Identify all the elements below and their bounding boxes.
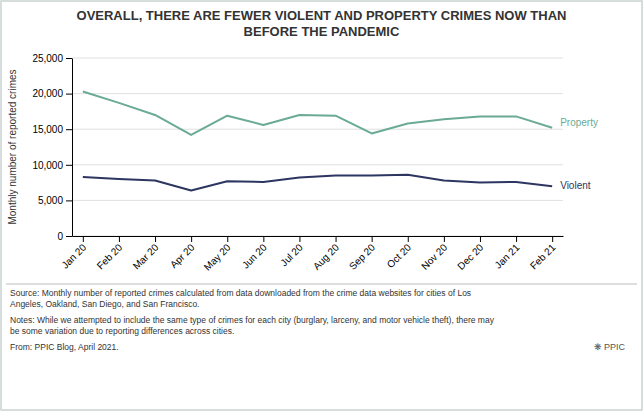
x-tick-mark [516,236,517,242]
y-tick-label: 0 [57,231,63,242]
y-tick-label: 20,000 [32,88,63,99]
x-axis-line [73,236,564,237]
x-tick-label: Jul 20 [278,241,305,268]
y-tick-label: 25,000 [32,53,63,64]
chart: OVERALL, THERE ARE FEWER VIOLENT AND PRO… [0,0,643,411]
y-tick: 15,000 [32,124,72,135]
grid [72,58,563,236]
annotation: Notes: While we attempted to include the… [10,315,495,336]
series-label: Violent [560,180,591,191]
y-tick-mark [66,165,72,166]
y-tick: 10,000 [32,160,72,171]
x-tick-mark [408,236,409,242]
x-tick-label: Oct 20 [385,241,414,270]
series-line [83,175,552,191]
y-tick-label: 5,000 [38,195,63,206]
x-tick-label: Sep 20 [347,241,377,271]
grid-line [72,129,563,130]
x-tick-label: Feb 21 [528,241,558,271]
annotation-line: Angeles, Oakland, San Diego, and San Fra… [10,299,199,309]
x-tick: Feb 20 [95,236,125,271]
x-tick-label: Dec 20 [455,241,485,271]
y-tick-mark [66,200,72,201]
x-tick-label: Mar 20 [131,241,161,271]
x-tick-label: Jun 20 [240,241,269,270]
y-tick-mark [66,58,72,59]
annotation-line: be some variation due to reporting diffe… [10,326,234,336]
y-tick: 0 [57,231,72,242]
title: OVERALL, THERE ARE FEWER VIOLENT AND PRO… [77,8,567,39]
x-tick-mark [444,236,445,242]
annotation-line: Notes: While we attempted to include the… [10,315,495,325]
figure-border [1,1,642,410]
x-tick: Jul 20 [278,236,305,268]
x-tick: Aug 20 [311,236,341,272]
x-tick: Apr 20 [168,236,197,270]
y-tick-label: 10,000 [32,160,63,171]
y-axis-line [72,59,73,237]
x-tick-mark [552,236,553,242]
y-tick: 25,000 [32,53,72,64]
x-tick: Oct 20 [385,236,414,270]
x-tick-label: Jan 20 [59,241,88,270]
x-tick-mark [336,236,337,242]
x-tick-mark [191,236,192,242]
footer-divider [6,284,637,285]
x-tick: Nov 20 [419,236,449,272]
x-tick: Dec 20 [455,236,485,272]
annotation-line: ❋ PPIC [594,342,626,352]
x-tick: Feb 21 [528,236,558,271]
y-tick-label: 15,000 [32,124,63,135]
x-tick: Sep 20 [347,236,377,272]
series-line [83,91,552,134]
x-tick-mark [155,236,156,242]
x-tick-mark [299,236,300,242]
grid-line [72,236,563,237]
y-tick: 5,000 [38,195,72,206]
annotation: Source: Monthly number of reported crime… [10,288,471,309]
x-tick: Mar 20 [131,236,161,271]
x-tick-label: Jan 21 [493,241,522,270]
x-tick-label: Feb 20 [95,241,125,271]
y-tick-mark [66,94,72,95]
title-line: OVERALL, THERE ARE FEWER VIOLENT AND PRO… [77,8,567,23]
x-tick-mark [119,236,120,242]
y-tick-mark [66,129,72,130]
x-tick-mark [263,236,264,242]
annotation: ❋ PPIC [594,342,626,352]
y-axis-title: Monthly number of reported crimes [7,69,18,224]
x-tick-mark [372,236,373,242]
x-tick-label: Nov 20 [419,241,449,271]
x-tick-mark [227,236,228,242]
x-axis: Jan 20Feb 20Mar 20Apr 20May 20Jun 20 Jul … [59,236,563,273]
y-axis: 0 5,000 10,000 15,000 20,000 25,000 [32,53,72,242]
x-tick: May 20 [202,236,233,273]
annotation: From: PPIC Blog, April 2021. [10,342,119,352]
x-tick: Jun 20 [240,236,269,271]
grid-line [72,58,563,59]
y-tick: 20,000 [32,88,72,99]
title-line: BEFORE THE PANDEMIC [244,24,400,39]
x-tick-label: Apr 20 [168,241,197,270]
x-tick: Jan 20 [59,236,88,271]
annotation-line: Source: Monthly number of reported crime… [10,288,471,298]
series-labels: Property Violent [560,117,598,190]
series-label: Property [560,117,598,128]
y-tick-mark [66,236,72,237]
grid-line [72,200,563,201]
grid-line [72,164,563,165]
plot-marks [83,91,552,190]
grid-line [72,93,563,94]
x-tick-mark [480,236,481,242]
x-tick-mark [83,236,84,242]
x-tick-label: Aug 20 [311,241,341,271]
footer: Source: Monthly number of reported crime… [10,288,625,352]
x-tick: Jan 21 [493,236,522,271]
x-tick-label: May 20 [202,241,233,272]
annotation-line: From: PPIC Blog, April 2021. [10,342,119,352]
